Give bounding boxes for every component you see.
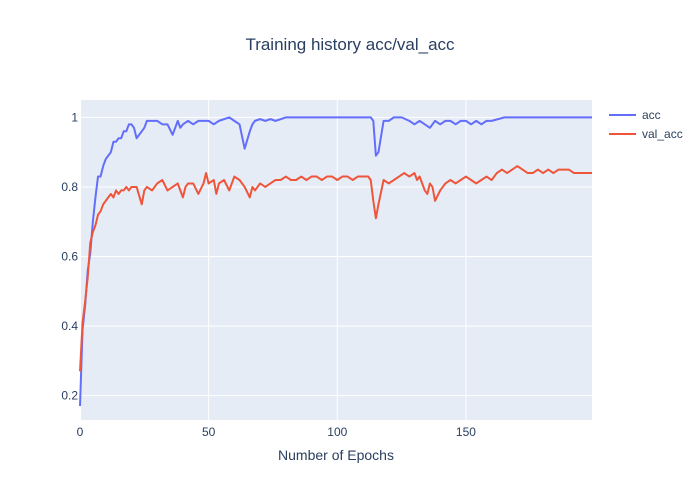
x-axis-title: Number of Epochs [278,447,394,463]
series-line-val-acc[interactable] [79,165,592,372]
legend-label: acc [642,108,661,122]
legend[interactable]: acc val_acc [609,108,683,141]
x-tick-label: 0 [77,425,84,439]
legend-item-val-acc[interactable]: val_acc [609,127,683,141]
series-line-acc[interactable] [79,116,592,407]
legend-item-acc[interactable]: acc [609,108,661,122]
x-tick-label: 100 [327,425,347,439]
x-axis-ticks: 0 50 100 150 [77,425,477,439]
y-tick-label: 0.6 [61,250,78,264]
legend-label: val_acc [642,127,683,141]
y-tick-label: 0.8 [61,180,78,194]
y-axis-ticks: 0.2 0.4 0.6 0.8 1 [61,110,78,402]
series-group [79,116,592,407]
chart-title: Training history acc/val_acc [245,35,455,54]
x-tick-label: 50 [202,425,216,439]
plot-area [80,100,592,420]
x-tick-label: 150 [456,425,476,439]
y-tick-label: 1 [71,110,78,124]
y-tick-label: 0.4 [61,319,78,333]
y-tick-label: 0.2 [61,389,78,403]
